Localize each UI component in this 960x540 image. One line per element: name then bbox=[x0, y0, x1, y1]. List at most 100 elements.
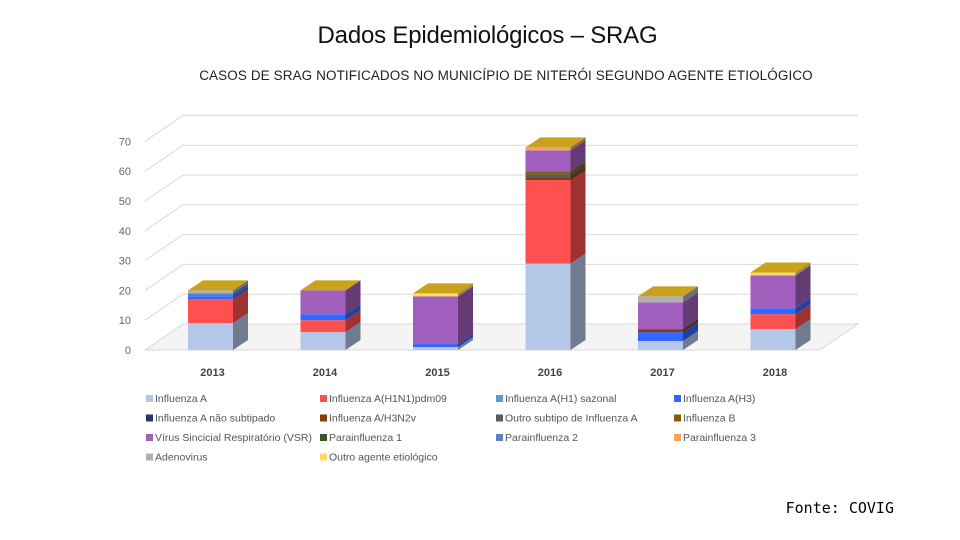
y-tick-label: 60 bbox=[119, 166, 131, 178]
gridline-side bbox=[144, 114, 184, 142]
gridline-side bbox=[144, 234, 184, 262]
bar-segment-side bbox=[570, 164, 586, 178]
bar-segment-side bbox=[570, 140, 586, 172]
legend-label: Parainfluenza 3 bbox=[683, 432, 756, 444]
x-tick-label: 2014 bbox=[313, 367, 338, 379]
bar-segment bbox=[525, 180, 571, 264]
bar-segment bbox=[638, 332, 683, 342]
legend-label: Adenovirus bbox=[155, 452, 208, 464]
x-tick-label: 2015 bbox=[425, 367, 449, 379]
bar-segment-side bbox=[233, 286, 248, 300]
bar-segment bbox=[525, 171, 571, 175]
bar-segment-side bbox=[570, 137, 586, 151]
bar-segment bbox=[188, 296, 233, 300]
bar-segment-side bbox=[683, 322, 698, 342]
legend-swatch bbox=[674, 395, 681, 402]
bar-segment-side bbox=[683, 292, 698, 330]
legend-label: Influenza A(H1) sazonal bbox=[505, 393, 616, 405]
legend-swatch bbox=[146, 453, 153, 461]
bar-segment-side bbox=[683, 286, 698, 303]
legend-label: Parainfluenza 2 bbox=[505, 432, 578, 444]
bar-segment bbox=[300, 320, 346, 333]
legend-swatch bbox=[496, 434, 503, 441]
legend-label: Outro agente etiológico bbox=[329, 452, 438, 464]
y-tick-label: 70 bbox=[119, 136, 131, 148]
legend-label: Influenza A/H3N2v bbox=[329, 413, 417, 425]
bar-segment-side bbox=[345, 310, 361, 333]
bar-segment bbox=[188, 290, 233, 294]
y-tick-label: 30 bbox=[119, 256, 131, 268]
bar-segment bbox=[525, 174, 571, 178]
bar-top bbox=[413, 283, 473, 294]
legend-label: Influenza A bbox=[155, 393, 207, 405]
bar-segment bbox=[300, 290, 346, 315]
bar-segment bbox=[638, 341, 683, 350]
bar-segment bbox=[750, 308, 796, 315]
bar-segment bbox=[300, 314, 346, 321]
bar-segment-side bbox=[570, 161, 586, 175]
legend-swatch bbox=[320, 453, 327, 461]
legend-label: Influenza B bbox=[683, 413, 736, 425]
bar-segment bbox=[413, 344, 458, 348]
bar-segment-side bbox=[233, 313, 248, 350]
gridline-side bbox=[144, 144, 184, 172]
x-tick-label: 2016 bbox=[538, 367, 562, 379]
y-tick-label: 0 bbox=[125, 345, 131, 357]
bar-segment bbox=[188, 293, 233, 297]
bar-segment-side bbox=[795, 265, 811, 309]
bar-segment bbox=[525, 263, 571, 350]
bar-segment-side bbox=[570, 167, 586, 181]
source-note: Fonte: COVIG bbox=[785, 499, 894, 517]
bar-segment bbox=[750, 329, 796, 350]
bar-segment-side bbox=[683, 331, 698, 350]
bar-top bbox=[638, 286, 698, 297]
bar-segment-side bbox=[233, 289, 248, 324]
bar-segment-side bbox=[795, 319, 811, 350]
bar-segment-side bbox=[458, 337, 473, 350]
bar-segment-side bbox=[458, 283, 473, 297]
legend-swatch bbox=[146, 414, 153, 422]
bar-segment bbox=[638, 329, 683, 333]
bar-segment-side bbox=[345, 322, 361, 350]
bar-segment-side bbox=[795, 304, 811, 330]
bar-segment-side bbox=[683, 319, 698, 333]
bar-segment-side bbox=[570, 253, 586, 350]
legend-label: Outro subtipo de Influenza A bbox=[505, 413, 638, 425]
x-tick-label: 2017 bbox=[650, 367, 674, 379]
x-tick-label: 2013 bbox=[200, 367, 224, 379]
y-tick-label: 40 bbox=[119, 226, 131, 238]
bar-top bbox=[188, 280, 248, 291]
gridline-side bbox=[144, 204, 184, 232]
legend-swatch bbox=[320, 414, 327, 422]
bar-segment bbox=[750, 275, 796, 309]
bar-segment bbox=[413, 296, 458, 345]
chart-subtitle: CASOS DE SRAG NOTIFICADOS NO MUNICÍPIO D… bbox=[199, 68, 813, 83]
bar-segment bbox=[750, 314, 796, 330]
bar-segment-side bbox=[570, 170, 586, 264]
page-title: Dados Epidemiológicos – SRAG bbox=[317, 22, 658, 49]
bar-segment bbox=[638, 302, 683, 330]
bar-segment bbox=[638, 296, 683, 303]
bar-segment-side bbox=[458, 334, 473, 348]
bar-segment-side bbox=[458, 286, 473, 345]
y-tick-label: 20 bbox=[119, 285, 131, 297]
bar-segment-side bbox=[345, 280, 361, 315]
legend-label: Influenza A não subtipado bbox=[155, 413, 275, 425]
bar-segment bbox=[188, 299, 233, 324]
x-tick-label: 2018 bbox=[763, 367, 787, 379]
bar-top bbox=[750, 262, 811, 273]
legend-swatch bbox=[496, 414, 503, 422]
bar-segment bbox=[750, 272, 796, 276]
bar-segment bbox=[413, 293, 458, 297]
bar-segment bbox=[300, 332, 346, 350]
legend-label: Influenza A(H1N1)pdm09 bbox=[329, 393, 447, 405]
bar-top bbox=[525, 137, 586, 148]
bar-segment bbox=[188, 323, 233, 350]
bar-segment-side bbox=[233, 283, 248, 297]
gridline-side bbox=[144, 293, 184, 321]
legend-swatch bbox=[146, 395, 153, 402]
legend-label: Parainfluenza 1 bbox=[329, 432, 402, 444]
bar-segment bbox=[413, 347, 458, 350]
bar-segment bbox=[525, 150, 571, 172]
